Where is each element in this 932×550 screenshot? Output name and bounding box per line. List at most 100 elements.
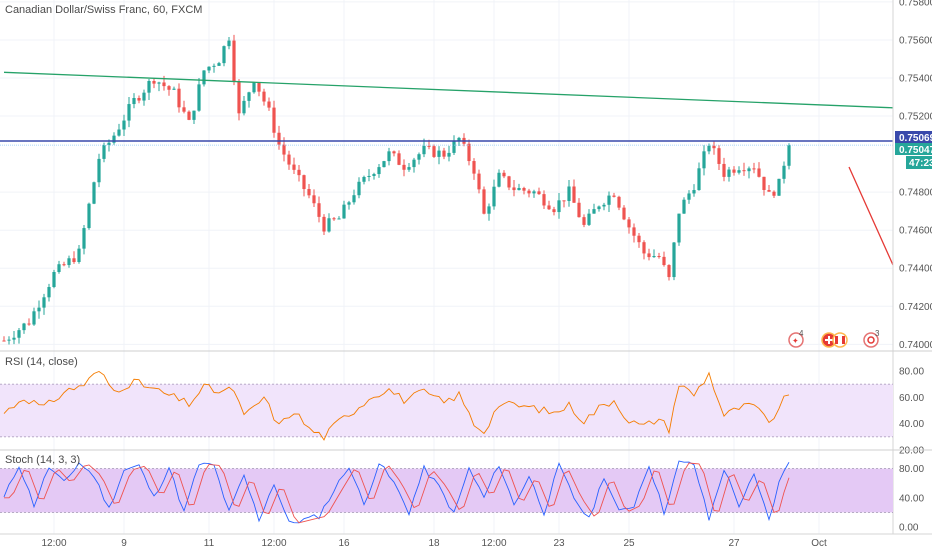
candle: [422, 138, 426, 158]
candle: [577, 198, 581, 218]
candle: [362, 175, 366, 185]
candle: [527, 188, 531, 198]
time-tick-label: Oct: [811, 538, 827, 549]
candle: [557, 193, 561, 219]
candle: [677, 213, 681, 246]
candle: [377, 164, 381, 178]
candle: [572, 179, 576, 203]
candle: [327, 213, 331, 233]
candle: [227, 36, 231, 50]
candle: [477, 169, 481, 194]
candle: [447, 145, 451, 162]
candle: [27, 318, 31, 326]
time-tick-label: 12:00: [481, 538, 506, 549]
candle: [597, 205, 601, 212]
candle: [122, 114, 126, 137]
candle: [567, 180, 571, 207]
time-axis[interactable]: 12:00 9 11 12:00 16 18 12:00 23 25 27 Oct: [41, 538, 827, 549]
candle: [157, 81, 161, 92]
candle: [167, 85, 171, 96]
candle: [467, 139, 471, 166]
candle: [37, 300, 41, 319]
candle: [47, 283, 51, 302]
canada-flag-icon[interactable]: ✦ 4: [788, 329, 804, 348]
trend-line[interactable]: [3, 71, 894, 109]
candle: [197, 77, 201, 112]
candle: [352, 189, 356, 205]
candle: [322, 214, 326, 236]
candle: [142, 89, 146, 106]
stoch-tick-label: 40.00: [899, 493, 924, 504]
price-tick-label: 0.74800: [899, 188, 932, 199]
candle: [767, 185, 771, 192]
canada-flag-icon-2[interactable]: [832, 332, 848, 348]
candle: [212, 63, 216, 73]
candle: [32, 307, 36, 326]
candle: [602, 202, 606, 211]
stoch-k-line: [3, 460, 790, 524]
price-tick-label: 0.75800: [899, 0, 932, 8]
candle: [582, 214, 586, 228]
candle: [712, 140, 716, 155]
candle: [237, 79, 241, 121]
candle: [737, 166, 741, 175]
candle: [487, 203, 491, 221]
candle: [217, 61, 221, 66]
candle: [7, 336, 11, 345]
candle: [52, 269, 56, 289]
candle: [492, 179, 496, 210]
candle: [57, 260, 61, 274]
candle: [277, 125, 281, 150]
candle: [152, 78, 156, 89]
time-tick-label: 11: [204, 538, 215, 549]
candle: [627, 217, 631, 234]
candle: [562, 200, 566, 208]
candle: [182, 100, 186, 114]
candle: [2, 336, 6, 342]
candle: [77, 245, 81, 264]
candle: [622, 205, 626, 221]
candle: [532, 189, 536, 198]
candle: [172, 86, 176, 90]
candle: [392, 150, 396, 157]
candle: [262, 88, 266, 106]
candle: [382, 160, 386, 168]
chart-title: Canadian Dollar/Swiss Franc, 60, FXCM: [5, 4, 202, 16]
candle: [652, 249, 656, 258]
rsi-tick-label: 80.00: [899, 367, 924, 378]
candle: [192, 110, 196, 124]
rsi-tick-label: 40.00: [899, 419, 924, 430]
candle: [472, 158, 476, 180]
time-tick-label: 12:00: [261, 538, 286, 549]
candle: [287, 150, 291, 170]
candle: [12, 331, 16, 345]
candle: [662, 251, 666, 267]
stoch-band: [0, 468, 893, 513]
candle: [717, 145, 721, 170]
candle: [722, 157, 726, 182]
price-tick-label: 0.75200: [899, 112, 932, 123]
main-pane[interactable]: [0, 34, 894, 345]
candle: [772, 190, 776, 198]
candle: [232, 34, 236, 86]
candle: [337, 216, 341, 220]
svg-text:✦: ✦: [792, 337, 799, 346]
rsi-pane[interactable]: 80.00 60.00 40.00 20.00: [0, 367, 924, 457]
candle: [372, 172, 376, 180]
candle: [317, 196, 321, 223]
stoch-pane[interactable]: 80.00 40.00 0.00: [0, 460, 924, 534]
price-axis[interactable]: 0.75800 0.75600 0.75400 0.75200 0.74800 0.746…: [899, 0, 932, 351]
event-icons[interactable]: ✦ 4 3: [788, 329, 880, 348]
candle: [547, 200, 551, 210]
candle: [147, 78, 151, 100]
grid: [0, 0, 893, 534]
candle: [307, 184, 311, 199]
projection-line[interactable]: [848, 166, 894, 266]
candle: [272, 100, 276, 138]
candle: [247, 91, 251, 108]
switzerland-flag-icon[interactable]: [821, 332, 837, 348]
candle: [92, 181, 96, 205]
candle: [177, 83, 181, 113]
dividend-icon[interactable]: 3: [863, 329, 880, 348]
